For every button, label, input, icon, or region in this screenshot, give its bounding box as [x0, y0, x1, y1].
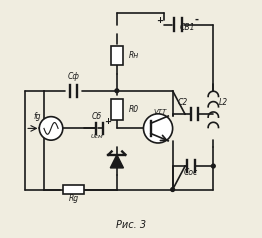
- Circle shape: [211, 164, 215, 168]
- Text: L2: L2: [219, 98, 228, 107]
- Bar: [111, 99, 123, 120]
- Circle shape: [39, 117, 63, 140]
- Text: fg: fg: [33, 112, 41, 121]
- Text: Rg: Rg: [68, 194, 78, 203]
- Polygon shape: [110, 155, 123, 168]
- Text: R0: R0: [129, 105, 139, 114]
- Text: Cф: Cф: [67, 72, 79, 81]
- Circle shape: [115, 89, 119, 93]
- Text: -: -: [195, 15, 199, 25]
- Text: Cб: Cб: [92, 112, 102, 121]
- Circle shape: [171, 188, 174, 191]
- Bar: [63, 185, 84, 194]
- Text: +: +: [156, 16, 163, 25]
- Text: СВ1: СВ1: [180, 23, 195, 32]
- Text: Рис. 3: Рис. 3: [116, 220, 146, 230]
- Text: C2: C2: [178, 98, 188, 107]
- Bar: [111, 46, 123, 65]
- Text: Uсм: Uсм: [90, 134, 103, 139]
- Text: +: +: [104, 117, 111, 126]
- Text: VТТ: VТТ: [154, 109, 167, 115]
- Circle shape: [144, 114, 173, 143]
- Text: Cос: Cос: [184, 169, 198, 178]
- Text: Rн: Rн: [129, 51, 139, 60]
